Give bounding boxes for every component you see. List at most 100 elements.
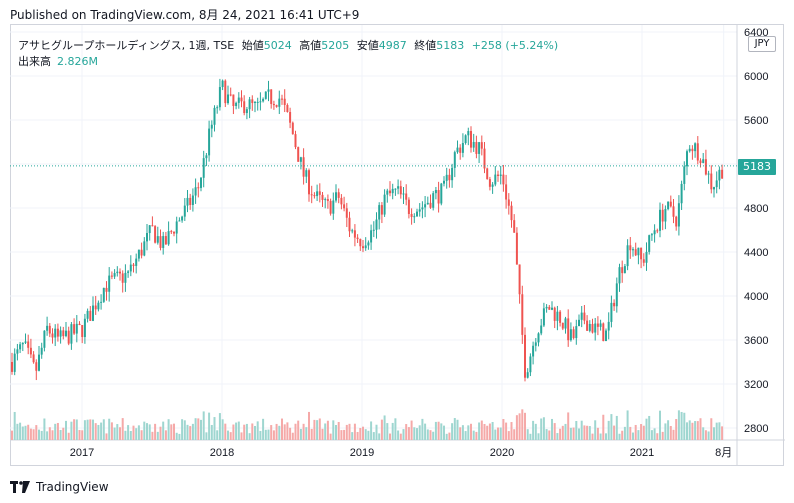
volume-bar <box>256 421 259 440</box>
candle-body <box>324 199 327 201</box>
candle-body <box>129 264 132 272</box>
volume-bar <box>478 422 481 440</box>
volume-bar <box>102 419 105 440</box>
candle-body <box>410 213 413 217</box>
volume-bar <box>189 426 192 440</box>
volume-bar <box>602 414 605 440</box>
volume-bar <box>402 429 405 440</box>
candle-body <box>110 275 113 277</box>
candle-body <box>221 80 224 88</box>
currency-badge[interactable]: JPY <box>748 36 776 52</box>
volume-bar <box>97 424 100 440</box>
candle-body <box>524 334 526 378</box>
candle-body <box>399 186 402 195</box>
candle-body <box>515 232 518 265</box>
candle-body <box>137 249 140 259</box>
symbol-name[interactable]: アサヒグループホールディングス, 1週, TSE <box>18 39 235 52</box>
volume-bar <box>232 424 235 440</box>
candle-body <box>245 109 248 114</box>
volume-bar <box>113 427 116 440</box>
candle-body <box>264 91 267 99</box>
volume-bar <box>248 433 251 440</box>
candle-body <box>470 131 472 148</box>
candle-body <box>688 148 691 152</box>
volume-bar <box>54 423 57 440</box>
volume-bar <box>634 424 637 440</box>
candle-body <box>650 234 653 236</box>
volume-bar <box>264 429 267 440</box>
volume-bar <box>221 419 224 440</box>
candle-body <box>35 362 38 371</box>
volume-bar <box>721 426 724 440</box>
volume-bar <box>599 433 602 440</box>
candle-body <box>164 236 167 245</box>
candle-body <box>397 186 400 189</box>
candle-body <box>572 329 575 339</box>
candle-body <box>213 107 216 125</box>
candle-body <box>32 354 35 363</box>
candle-body <box>183 205 186 217</box>
candle-body <box>542 308 545 326</box>
volume-bar <box>437 421 440 440</box>
candle-body <box>313 195 316 197</box>
volume-bar <box>540 418 543 440</box>
candle-body <box>537 333 540 343</box>
candle-body <box>146 233 148 242</box>
volume-bar <box>707 431 710 440</box>
candle-body <box>578 319 580 327</box>
chart-frame[interactable] <box>10 24 784 466</box>
candle-body <box>100 301 103 303</box>
candle-body <box>445 174 448 181</box>
volume-bar <box>445 433 448 440</box>
volume-bar <box>418 425 421 440</box>
volume-bar <box>548 430 551 440</box>
volume-bar <box>116 424 119 440</box>
brand-name: TradingView <box>36 480 109 494</box>
volume-bar <box>659 410 661 440</box>
footer-brand[interactable]: TradingView <box>10 480 109 494</box>
candle-body <box>364 245 367 249</box>
volume-bar <box>175 432 178 440</box>
volume-bar <box>459 427 462 440</box>
volume-bar <box>100 422 103 440</box>
candle-body <box>281 98 283 100</box>
volume-bar <box>686 422 688 440</box>
candle-body <box>588 323 591 331</box>
volume-bar <box>578 428 580 440</box>
candle-body <box>200 177 202 188</box>
candle-body <box>645 251 648 263</box>
volume-bar <box>167 419 170 440</box>
candle-body <box>227 94 229 104</box>
candle-body <box>86 310 89 319</box>
volume-bar <box>94 423 97 440</box>
candle-body <box>154 226 157 243</box>
candle-body <box>421 207 424 210</box>
candle-body <box>642 259 645 263</box>
volume-bar <box>43 418 46 440</box>
x-tick-label: 2021 <box>630 447 654 459</box>
candle-body <box>540 325 543 334</box>
candle-body <box>208 128 211 156</box>
volume-bar <box>21 426 24 440</box>
volume-bar <box>316 420 319 440</box>
volume-bar <box>367 430 370 440</box>
volume-bar <box>502 419 505 440</box>
volume-bar <box>470 423 472 440</box>
volume-bar <box>542 417 545 440</box>
volume-bar <box>73 419 76 440</box>
volume-bar <box>453 418 456 440</box>
volume-bar <box>186 424 189 440</box>
candle-body <box>461 143 464 153</box>
volume-bar <box>553 423 556 440</box>
volume-bar <box>475 431 478 440</box>
volume-bar <box>559 428 562 440</box>
candle-body <box>102 287 105 302</box>
volume-bar <box>434 421 437 440</box>
candle-body <box>143 241 146 256</box>
volume-bar <box>202 411 205 440</box>
published-caption: Published on TradingView.com, 8月 24, 202… <box>10 8 360 22</box>
candle-body <box>337 192 340 198</box>
candle-body <box>162 236 165 248</box>
volume-bar <box>718 422 721 440</box>
